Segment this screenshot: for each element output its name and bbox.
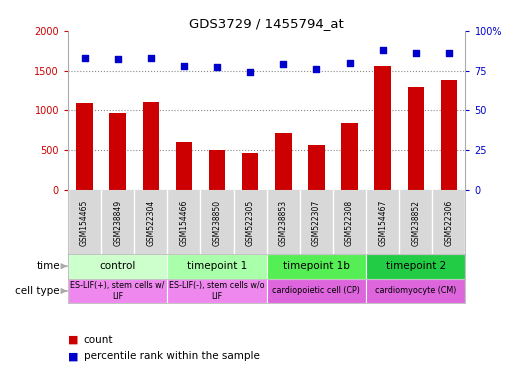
Point — [146, 55, 155, 61]
Point — [312, 66, 321, 72]
Text: ■: ■ — [68, 335, 78, 345]
Text: control: control — [99, 261, 136, 271]
Text: timepoint 1b: timepoint 1b — [283, 261, 350, 271]
Point — [445, 50, 453, 56]
Bar — [267, 278, 366, 303]
Bar — [68, 278, 167, 303]
Text: cardiomyocyte (CM): cardiomyocyte (CM) — [375, 286, 457, 295]
Text: GSM154465: GSM154465 — [80, 200, 89, 246]
Text: cardiopoietic cell (CP): cardiopoietic cell (CP) — [272, 286, 360, 295]
Point — [246, 69, 254, 75]
Text: GSM238849: GSM238849 — [113, 200, 122, 246]
Bar — [167, 254, 267, 278]
Bar — [76, 103, 93, 190]
Text: GSM238853: GSM238853 — [279, 200, 288, 246]
Point — [412, 50, 420, 56]
Point — [345, 60, 354, 66]
Text: timepoint 1: timepoint 1 — [187, 261, 247, 271]
Bar — [68, 254, 167, 278]
Text: GSM522305: GSM522305 — [246, 200, 255, 246]
Bar — [407, 87, 424, 190]
Text: GSM522306: GSM522306 — [445, 200, 453, 246]
Text: GSM522307: GSM522307 — [312, 200, 321, 246]
Bar — [209, 150, 225, 190]
Bar — [176, 142, 192, 190]
Bar — [242, 152, 258, 190]
Text: ■: ■ — [68, 351, 78, 361]
Bar — [440, 80, 457, 190]
Point — [113, 56, 122, 63]
Bar — [341, 123, 358, 190]
Text: ES-LIF(+), stem cells w/
LIF: ES-LIF(+), stem cells w/ LIF — [71, 281, 165, 301]
Bar — [308, 146, 325, 190]
Bar — [142, 102, 159, 190]
Text: GSM154467: GSM154467 — [378, 200, 387, 246]
Text: percentile rank within the sample: percentile rank within the sample — [84, 351, 259, 361]
Point — [379, 47, 387, 53]
Bar — [374, 66, 391, 190]
Text: count: count — [84, 335, 113, 345]
Text: cell type: cell type — [15, 286, 60, 296]
Point — [81, 55, 89, 61]
Point — [213, 64, 221, 70]
Point — [279, 61, 288, 67]
Text: timepoint 2: timepoint 2 — [385, 261, 446, 271]
Bar — [167, 278, 267, 303]
Text: GSM238850: GSM238850 — [212, 200, 222, 246]
Text: GSM522308: GSM522308 — [345, 200, 354, 246]
Bar — [267, 254, 366, 278]
Text: time: time — [37, 261, 60, 271]
Text: GSM522304: GSM522304 — [146, 200, 155, 246]
Title: GDS3729 / 1455794_at: GDS3729 / 1455794_at — [189, 17, 344, 30]
Bar — [366, 254, 465, 278]
Point — [180, 63, 188, 69]
Bar — [109, 113, 126, 190]
Bar — [275, 133, 292, 190]
Bar — [366, 278, 465, 303]
Text: GSM238852: GSM238852 — [411, 200, 420, 246]
Text: GSM154466: GSM154466 — [179, 200, 188, 246]
Text: ES-LIF(-), stem cells w/o
LIF: ES-LIF(-), stem cells w/o LIF — [169, 281, 265, 301]
